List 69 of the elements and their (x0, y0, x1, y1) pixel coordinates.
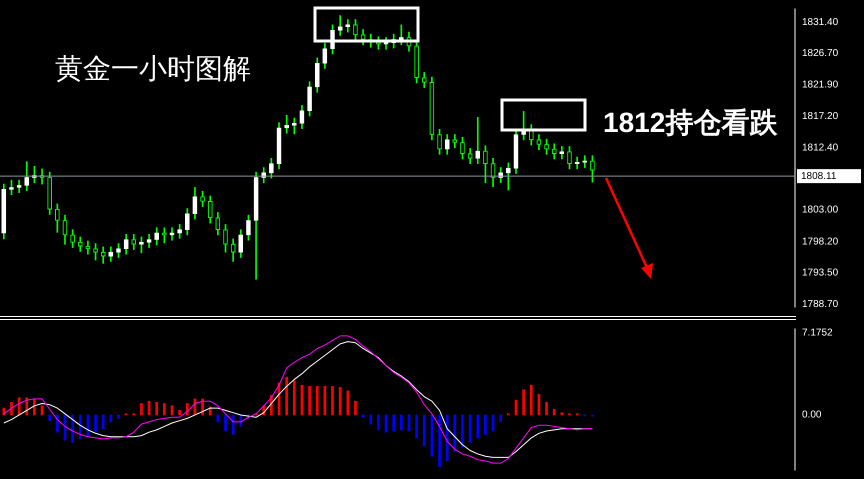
bar (354, 400, 357, 416)
bar (48, 414, 52, 422)
bar (216, 414, 220, 422)
bar (530, 384, 533, 416)
candlestick (93, 243, 98, 260)
bar (94, 414, 97, 432)
bar (377, 414, 380, 430)
y-tick-label: 1826.70 (802, 48, 839, 60)
bar (369, 414, 372, 424)
y-tick-label: 1788.70 (802, 299, 839, 310)
ref-line-label: 1808.11 (801, 170, 837, 182)
bar (468, 414, 472, 443)
bar (346, 390, 350, 416)
bar (430, 414, 434, 457)
y-tick-label: 1798.20 (802, 236, 839, 248)
bar (10, 402, 13, 416)
bar (331, 386, 334, 416)
bar (392, 414, 396, 432)
bar (102, 414, 105, 430)
bar (415, 414, 418, 438)
bar (110, 414, 112, 422)
annotation: 1812持仓看跌 (603, 106, 778, 140)
bar (40, 405, 44, 416)
bar (422, 414, 426, 446)
bar (476, 414, 480, 438)
bar (316, 386, 319, 416)
bar (308, 386, 311, 416)
candlestick (170, 227, 174, 241)
bar (285, 376, 288, 416)
bar (178, 410, 181, 416)
bar (362, 414, 364, 418)
y-tick-label: 0.00 (802, 410, 822, 421)
bar (278, 382, 280, 416)
y-tick-label: 1812.40 (802, 142, 839, 154)
bar (117, 414, 120, 419)
bar (384, 414, 388, 432)
bar (492, 414, 494, 432)
y-tick-label: 1793.50 (802, 267, 839, 278)
bar (552, 408, 556, 416)
bar (140, 403, 143, 416)
bar (224, 414, 227, 432)
bar (300, 384, 304, 416)
y-tick-label: 7.1752 (802, 327, 834, 338)
bar (484, 414, 487, 435)
bar (338, 387, 342, 416)
bar (514, 400, 518, 416)
y-tick-label: 1803.00 (802, 204, 839, 216)
y-tick-label: 1831.40 (802, 16, 839, 28)
y-tick-label: 1821.90 (802, 80, 839, 91)
bar (538, 394, 540, 416)
bar (400, 414, 403, 430)
bar (545, 402, 548, 416)
text: 黄金一小时图解 (55, 51, 251, 87)
candlestick (116, 243, 121, 258)
bar (499, 414, 502, 422)
bar (408, 414, 410, 432)
bar (438, 414, 441, 467)
y-tick-label: 1817.20 (802, 110, 839, 122)
bar (232, 414, 234, 435)
bar (461, 414, 464, 448)
bar (170, 405, 174, 416)
bar (155, 402, 158, 416)
bar (560, 412, 564, 416)
bar (522, 389, 525, 416)
bar (148, 400, 150, 416)
bar (324, 386, 326, 416)
bar (163, 403, 166, 416)
bar (64, 414, 66, 441)
bar (292, 380, 296, 416)
